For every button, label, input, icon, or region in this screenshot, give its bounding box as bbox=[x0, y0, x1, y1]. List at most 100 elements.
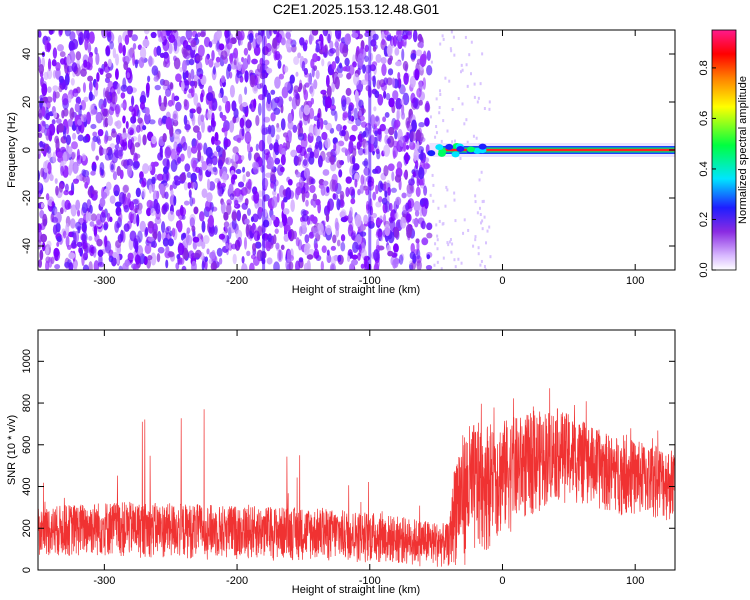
heatmap-cell bbox=[55, 67, 61, 80]
heatmap-cell bbox=[433, 263, 436, 267]
heatmap-cell bbox=[397, 71, 401, 80]
heatmap-cell bbox=[107, 148, 113, 161]
heatmap-cell bbox=[349, 134, 356, 142]
heatmap-cell bbox=[388, 97, 395, 108]
snr-y-label: SNR (10 * v/v) bbox=[6, 415, 18, 485]
heatmap-cell bbox=[75, 221, 82, 230]
heatmap-cell bbox=[268, 143, 274, 151]
heatmap-cell bbox=[334, 76, 340, 90]
heatmap-cell bbox=[211, 155, 218, 166]
heatmap-cell bbox=[69, 107, 75, 121]
heatmap-cell bbox=[224, 124, 228, 138]
heatmap-cell bbox=[280, 118, 286, 131]
heatmap-cell bbox=[107, 115, 113, 127]
heatmap-cell bbox=[107, 58, 112, 68]
heatmap-cell bbox=[480, 170, 483, 174]
heatmap-cell bbox=[224, 221, 229, 233]
heatmap-cell bbox=[203, 142, 208, 155]
heatmap-cell bbox=[342, 66, 348, 72]
heatmap-cell bbox=[44, 123, 50, 130]
heatmap-cell bbox=[148, 119, 156, 125]
heatmap-cell bbox=[332, 193, 339, 200]
y-tick-label: 20 bbox=[21, 96, 33, 108]
heatmap-cell bbox=[272, 37, 278, 49]
heatmap-cell bbox=[296, 156, 302, 166]
heatmap-cell bbox=[238, 93, 243, 105]
heatmap-cell bbox=[319, 118, 324, 130]
heatmap-cell bbox=[123, 223, 130, 232]
heatmap-cell bbox=[173, 195, 177, 206]
heatmap-cell bbox=[453, 198, 456, 202]
heatmap-cell bbox=[402, 34, 409, 40]
heatmap-cell bbox=[270, 124, 276, 138]
heatmap-cell bbox=[391, 171, 395, 182]
heatmap-cell bbox=[201, 220, 206, 233]
heatmap-cell bbox=[132, 160, 139, 171]
heatmap-cell bbox=[162, 166, 169, 175]
heatmap-cell bbox=[325, 224, 332, 236]
y-tick-label: 1000 bbox=[21, 349, 33, 373]
y-tick-label: -40 bbox=[21, 238, 33, 254]
heatmap-cell bbox=[364, 142, 370, 156]
heatmap-cell bbox=[270, 214, 276, 221]
heatmap-cell bbox=[99, 211, 106, 223]
heatmap-cell bbox=[252, 38, 257, 49]
heatmap-cell bbox=[410, 92, 416, 104]
heatmap-cell bbox=[123, 61, 129, 71]
heatmap-cell bbox=[330, 108, 336, 116]
heatmap-cell bbox=[139, 46, 147, 60]
heatmap-cell bbox=[298, 106, 304, 120]
heatmap-cell bbox=[304, 234, 310, 244]
heatmap-cell bbox=[126, 85, 134, 95]
heatmap-cell bbox=[341, 147, 348, 153]
snr-line bbox=[38, 388, 675, 567]
heatmap-cell bbox=[333, 142, 337, 152]
heatmap-cell bbox=[316, 118, 321, 130]
heatmap-cell bbox=[463, 122, 466, 126]
heatmap-cell bbox=[122, 115, 126, 124]
heatmap-cell bbox=[196, 130, 202, 141]
heatmap-cell bbox=[283, 65, 289, 73]
heatmap-cell bbox=[329, 179, 336, 192]
heatmap-cell bbox=[122, 44, 126, 57]
heatmap-cell bbox=[296, 182, 303, 189]
heatmap-cell bbox=[329, 155, 335, 165]
heatmap-cell bbox=[274, 96, 280, 104]
heatmap-cell bbox=[120, 159, 128, 167]
heatmap-cell bbox=[283, 233, 290, 242]
heatmap-cell bbox=[74, 102, 80, 113]
heatmap-cell bbox=[322, 30, 329, 37]
heatmap-cell bbox=[197, 142, 203, 151]
heatmap-cell bbox=[478, 178, 481, 182]
heatmap-cell bbox=[363, 256, 368, 269]
heatmap-cell bbox=[49, 174, 54, 182]
heatmap-cell bbox=[64, 84, 68, 91]
heatmap-cell bbox=[87, 44, 92, 53]
heatmap-cell bbox=[236, 71, 243, 79]
heatmap-cell bbox=[323, 44, 329, 55]
heatmap-cell bbox=[326, 252, 331, 264]
signal-blob bbox=[427, 150, 436, 157]
heatmap-cell bbox=[451, 242, 454, 246]
heatmap-cell bbox=[288, 261, 294, 270]
heatmap-cell bbox=[115, 68, 119, 80]
x-tick-label: 0 bbox=[499, 275, 505, 287]
heatmap-cell bbox=[46, 128, 50, 137]
heatmap-cell bbox=[243, 47, 249, 56]
heatmap-cell bbox=[388, 202, 393, 211]
heatmap-cell bbox=[80, 239, 88, 250]
heatmap-cell bbox=[202, 234, 210, 245]
heatmap-cell bbox=[302, 158, 308, 167]
heatmap-cell bbox=[246, 141, 251, 153]
heatmap-cell bbox=[282, 208, 290, 215]
heatmap-cell bbox=[82, 264, 89, 270]
heatmap-cell bbox=[432, 199, 435, 203]
heatmap-cell bbox=[351, 124, 358, 132]
heatmap-cell bbox=[95, 81, 99, 91]
heatmap-cell bbox=[405, 202, 410, 212]
heatmap-cell bbox=[295, 260, 300, 270]
heatmap-cell bbox=[177, 219, 183, 233]
heatmap-cell bbox=[253, 230, 260, 242]
heatmap-cell bbox=[159, 145, 163, 158]
heatmap-cell bbox=[396, 108, 401, 120]
